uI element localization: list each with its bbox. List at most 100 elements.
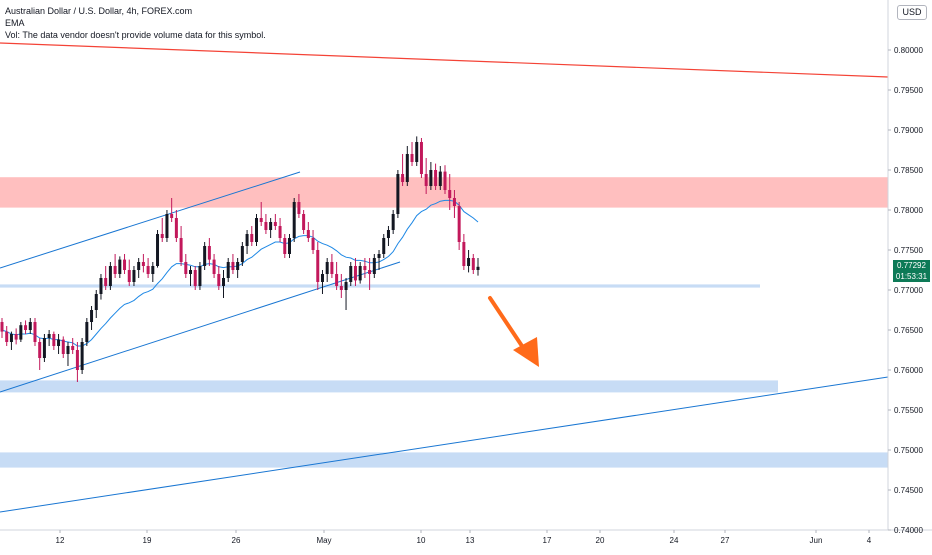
support-zone-1 [0, 284, 760, 288]
candle-body-52 [245, 234, 249, 246]
candle-body-31 [146, 266, 150, 274]
candle-body-0 [0, 322, 4, 332]
candle-body-94 [443, 171, 447, 190]
candle-body-62 [292, 202, 296, 238]
candle-body-43 [203, 246, 207, 266]
candle-body-27 [127, 270, 131, 282]
candle-body-18 [85, 322, 89, 342]
time-tick-label-4: 10 [417, 536, 426, 545]
candle-body-2 [9, 334, 13, 342]
candle-body-42 [198, 266, 202, 286]
candle-body-53 [250, 234, 254, 242]
candle-body-37 [174, 218, 178, 238]
candle-body-85 [401, 174, 405, 182]
candle-body-57 [269, 222, 273, 230]
candle-body-24 [113, 266, 117, 274]
last-price-value: 0.77292 [897, 261, 926, 270]
candle-body-98 [462, 242, 466, 266]
candle-body-89 [419, 142, 423, 174]
candle-body-8 [38, 342, 42, 358]
candle-body-96 [452, 198, 456, 206]
candle-body-15 [71, 346, 75, 350]
price-tick-label-2: 0.79000 [894, 126, 923, 135]
candle-body-23 [108, 266, 112, 286]
support-zone-3 [0, 452, 888, 468]
candle-body-13 [61, 339, 65, 354]
candle-body-12 [57, 339, 61, 346]
candle-body-41 [193, 270, 197, 286]
candle-body-95 [448, 190, 452, 198]
candle-body-81 [382, 238, 386, 254]
candle-body-32 [151, 266, 155, 274]
candle-body-46 [217, 274, 221, 286]
channel-upper-line [0, 171, 301, 269]
candle-body-29 [137, 262, 141, 270]
candle-body-71 [335, 274, 339, 286]
candle-body-45 [212, 259, 216, 274]
price-tick-label-3: 0.78500 [894, 166, 923, 175]
price-tick-label-9: 0.75500 [894, 406, 923, 415]
forecast-arrow-head [513, 337, 539, 367]
candle-body-78 [368, 270, 372, 274]
time-tick-label-9: 27 [721, 536, 730, 545]
red-trendline [0, 42, 889, 78]
candle-body-50 [236, 262, 240, 270]
candle-body-54 [254, 218, 258, 242]
candle-body-58 [273, 222, 277, 226]
symbol-title: Australian Dollar / U.S. Dollar, 4h, FOR… [5, 6, 193, 16]
candle-body-70 [330, 262, 334, 274]
currency-badge[interactable]: USD [897, 5, 927, 20]
price-tick-label-5: 0.77500 [894, 246, 923, 255]
candle-body-92 [434, 170, 438, 186]
time-tick-label-5: 13 [466, 536, 475, 545]
candle-body-14 [66, 346, 70, 354]
drawing-lines-layer [0, 42, 889, 513]
time-tick-label-0: 12 [56, 536, 65, 545]
candle-body-60 [283, 238, 287, 254]
candle-body-40 [189, 270, 193, 274]
candle-body-28 [132, 270, 136, 282]
candle-body-9 [42, 338, 46, 358]
candle-body-21 [99, 278, 103, 294]
indicator-label[interactable]: EMA [5, 18, 25, 28]
time-tick-label-1: 19 [143, 536, 152, 545]
candle-body-101 [476, 266, 480, 270]
candle-body-84 [396, 174, 400, 214]
price-tick-label-11: 0.74500 [894, 486, 923, 495]
candle-body-30 [141, 262, 145, 266]
candle-body-7 [33, 322, 37, 342]
candle-body-38 [179, 238, 183, 262]
candle-body-51 [240, 246, 244, 262]
candle-body-6 [28, 322, 32, 330]
candle-body-82 [386, 230, 390, 238]
support-zone-2 [0, 380, 778, 393]
candle-body-66 [311, 238, 315, 250]
candle-body-19 [90, 310, 94, 322]
candle-body-3 [14, 334, 18, 340]
candle-body-61 [287, 238, 291, 254]
time-tick-label-11: 4 [867, 536, 872, 545]
candle-body-22 [104, 278, 108, 286]
candle-body-4 [19, 325, 23, 340]
currency-badge-label: USD [902, 7, 922, 17]
candle-body-76 [358, 266, 362, 281]
time-tick-label-8: 24 [670, 536, 679, 545]
candle-body-49 [231, 262, 235, 270]
candle-body-63 [297, 202, 301, 214]
price-tick-label-4: 0.78000 [894, 206, 923, 215]
candle-body-10 [47, 334, 51, 338]
candle-body-25 [118, 259, 122, 274]
candle-body-88 [415, 142, 419, 162]
time-tick-label-2: 26 [232, 536, 241, 545]
candle-body-93 [438, 171, 442, 186]
volume-note: Vol: The data vendor doesn't provide vol… [5, 30, 266, 40]
candle-body-35 [165, 214, 169, 238]
candle-body-72 [339, 286, 343, 290]
candle-body-74 [349, 266, 353, 282]
candle-body-80 [377, 254, 381, 258]
price-tick-label-8: 0.76000 [894, 366, 923, 375]
candle-body-67 [316, 250, 320, 282]
price-tick-label-12: 0.74000 [894, 526, 923, 535]
